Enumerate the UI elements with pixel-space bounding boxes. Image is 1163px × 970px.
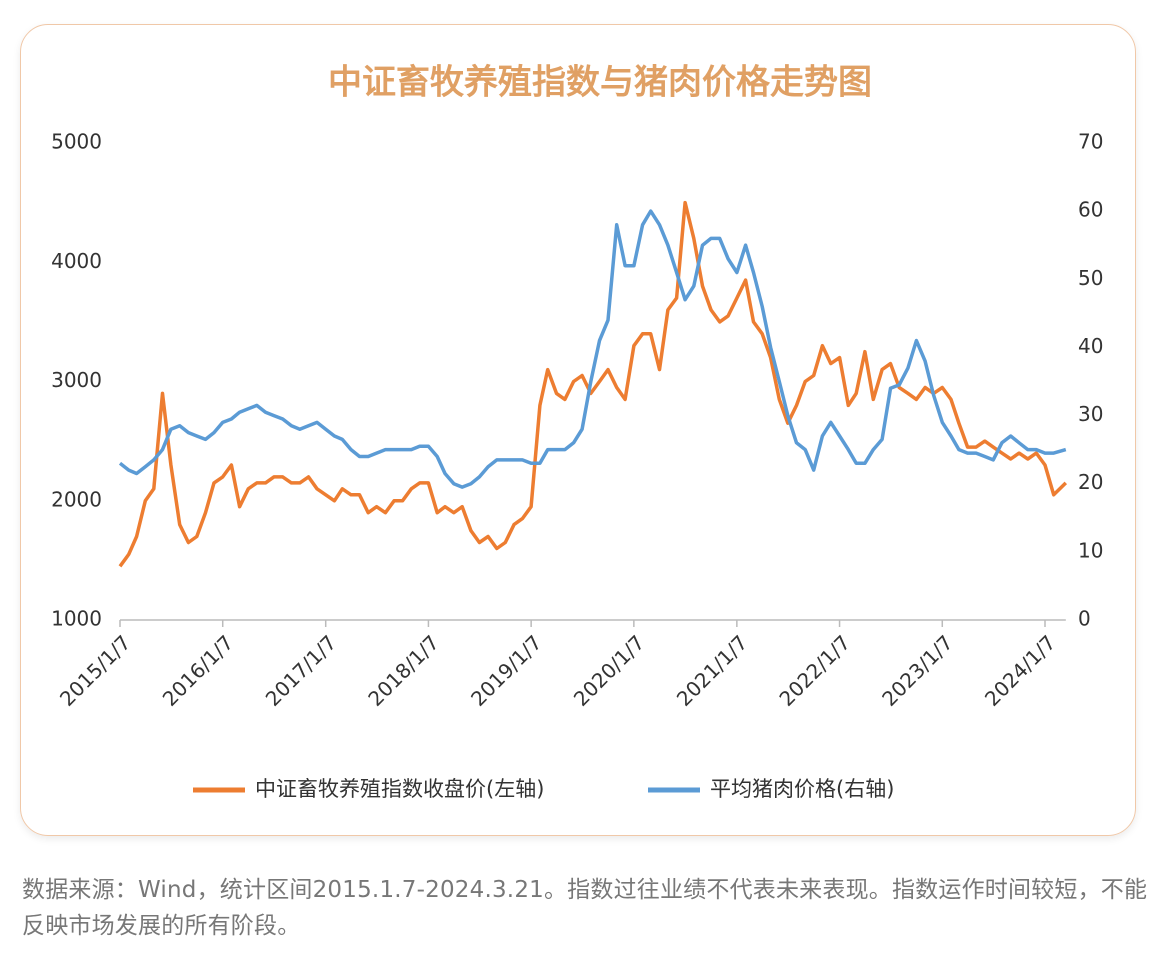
y2-tick-label: 0: [1078, 607, 1091, 631]
chart: 中证畜牧养殖指数与猪肉价格走势图 1000 2000 3000 4000 5000 0 10…: [51, 63, 1103, 802]
y2-tick-label: 30: [1078, 402, 1103, 426]
footnote: 数据来源：Wind，统计区间2015.1.7-2024.3.21。指数过往业绩不…: [22, 877, 1148, 939]
y2-tick-label: 20: [1078, 470, 1103, 494]
y-tick-label: 2000: [51, 487, 102, 511]
x-tick-label: 2023/1/7: [877, 630, 957, 710]
legend-label: 平均猪肉价格(右轴): [710, 777, 894, 801]
chart-title: 中证畜牧养殖指数与猪肉价格走势图: [328, 63, 872, 103]
x-tick-label: 2019/1/7: [466, 630, 546, 710]
y-tick-label: 3000: [51, 368, 102, 392]
series-line: [118, 209, 1067, 489]
y-tick-label: 4000: [51, 249, 102, 273]
x-tick-label: 2016/1/7: [158, 630, 238, 710]
y2-tick-label: 40: [1078, 334, 1103, 358]
legend-label: 中证畜牧养殖指数收盘价(左轴): [255, 777, 544, 801]
y2-tick-label: 60: [1078, 198, 1103, 222]
y-tick-label: 5000: [51, 130, 102, 154]
x-tick-label: 2015/1/7: [55, 630, 135, 710]
y2-tick-label: 10: [1078, 538, 1103, 562]
x-tick-label: 2022/1/7: [775, 630, 855, 710]
x-tick-label: 2020/1/7: [569, 630, 649, 710]
x-tick-label: 2018/1/7: [363, 630, 443, 710]
x-tick-label: 2024/1/7: [980, 630, 1060, 710]
y2-tick-label: 50: [1078, 266, 1103, 290]
x-tick-label: 2017/1/7: [261, 630, 341, 710]
y2-tick-label: 70: [1078, 130, 1103, 154]
y-tick-label: 1000: [51, 607, 102, 631]
x-tick-label: 2021/1/7: [672, 630, 752, 710]
chart-card: [20, 24, 1136, 836]
series-line: [118, 200, 1068, 568]
